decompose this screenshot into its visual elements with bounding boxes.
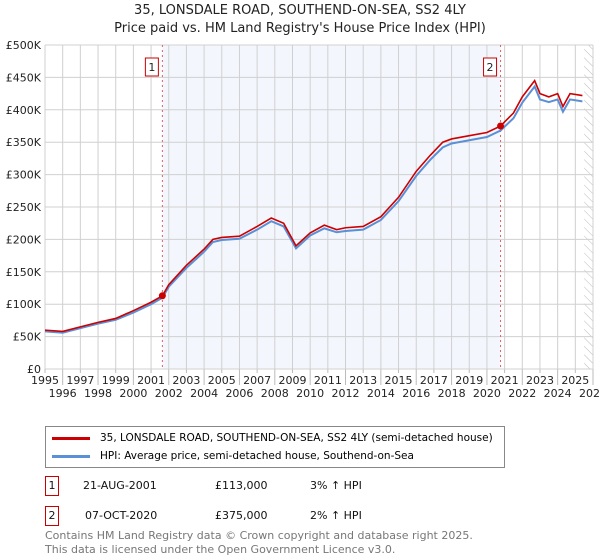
x-tick-label: 2008	[261, 387, 289, 400]
x-tick-label: 2012	[332, 387, 360, 400]
sale-label: 2	[487, 61, 494, 74]
hpi-line	[44, 84, 583, 334]
x-tick-label: 2017	[420, 374, 448, 387]
sale-label-box	[144, 57, 159, 77]
x-tick-label: 2016	[402, 387, 430, 400]
legend-swatch-blue	[52, 454, 90, 458]
y-tick-label: £350K	[6, 136, 42, 149]
y-tick-label: £250K	[6, 201, 42, 214]
chart-subtitle: Price paid vs. HM Land Registry's House …	[114, 21, 486, 36]
sale-label: 1	[148, 61, 155, 74]
x-tick-label: 2022	[508, 387, 536, 400]
sale-hpi: 2% ↑ HPI	[310, 509, 362, 522]
sale-point	[158, 292, 166, 300]
x-tick-label: 2014	[367, 387, 395, 400]
x-tick-label: 1995	[31, 374, 59, 387]
x-tick-label: 2005	[208, 374, 236, 387]
x-tick-label: 2011	[314, 374, 342, 387]
x-tick-label: 1997	[66, 374, 94, 387]
legend-swatch-red	[52, 436, 90, 440]
sale-label-box	[483, 57, 498, 77]
y-tick-label: £50K	[13, 331, 42, 344]
x-tick-label: 2001	[137, 374, 165, 387]
y-tick-label: £300K	[6, 169, 42, 182]
chart-title: 35, LONSDALE ROAD, SOUTHEND-ON-SEA, SS2 …	[134, 3, 466, 18]
legend-label: HPI: Average price, semi-detached house,…	[100, 450, 414, 462]
sale-row: 2 07-OCT-2020 £375,000 2% ↑ HPI	[45, 506, 565, 528]
sale-marker: 1	[45, 476, 59, 496]
x-tick-label: 2018	[438, 387, 466, 400]
x-tick-label: 2007	[243, 374, 271, 387]
plot-area: 1995199619971998199920002001200220032004…	[6, 39, 600, 400]
footer: Contains HM Land Registry data © Crown c…	[45, 529, 473, 557]
x-tick-label: 2003	[172, 374, 200, 387]
sale-date: 21-AUG-2001	[83, 479, 157, 492]
x-tick-label: 2000	[119, 387, 147, 400]
x-tick-label: 2025	[561, 374, 589, 387]
y-tick-label: £200K	[6, 233, 42, 246]
x-tick-label: 2002	[155, 387, 183, 400]
y-tick-label: £500K	[6, 39, 42, 52]
x-tick-label: 2015	[385, 374, 413, 387]
sale-point	[497, 122, 505, 130]
x-tick-label: 2006	[225, 387, 253, 400]
y-tick-label: £100K	[6, 298, 42, 311]
legend-item-hpi: HPI: Average price, semi-detached house,…	[52, 448, 414, 464]
x-tick-label: 1996	[49, 387, 77, 400]
footer-line: This data is licensed under the Open Gov…	[45, 543, 396, 556]
x-tick-label: 2009	[278, 374, 306, 387]
footer-line: Contains HM Land Registry data © Crown c…	[45, 529, 473, 542]
x-tick-label: 2019	[455, 374, 483, 387]
y-tick-label: £400K	[6, 104, 42, 117]
x-tick-label: 2026	[579, 387, 600, 400]
legend-label: 35, LONSDALE ROAD, SOUTHEND-ON-SEA, SS2 …	[100, 432, 493, 444]
x-tick-label: 1998	[84, 387, 112, 400]
x-tick-label: 1999	[102, 374, 130, 387]
sale-row: 1 21-AUG-2001 £113,000 3% ↑ HPI	[45, 476, 565, 498]
y-tick-label: £150K	[6, 266, 42, 279]
x-tick-label: 2023	[526, 374, 554, 387]
x-tick-label: 2024	[544, 387, 572, 400]
sale-price: £113,000	[215, 479, 268, 492]
x-tick-label: 2010	[296, 387, 324, 400]
y-tick-label: £0	[27, 363, 41, 376]
property-price-line	[44, 79, 583, 333]
sale-date: 07-OCT-2020	[85, 509, 158, 522]
legend-item-property: 35, LONSDALE ROAD, SOUTHEND-ON-SEA, SS2 …	[52, 430, 493, 446]
sale-price: £375,000	[215, 509, 268, 522]
x-tick-label: 2020	[473, 387, 501, 400]
x-tick-label: 2021	[491, 374, 519, 387]
legend: 35, LONSDALE ROAD, SOUTHEND-ON-SEA, SS2 …	[45, 426, 505, 468]
x-tick-label: 2013	[349, 374, 377, 387]
sale-hpi: 3% ↑ HPI	[310, 479, 362, 492]
sale-marker: 2	[45, 506, 59, 526]
x-tick-label: 2004	[190, 387, 218, 400]
y-tick-label: £450K	[6, 71, 42, 84]
